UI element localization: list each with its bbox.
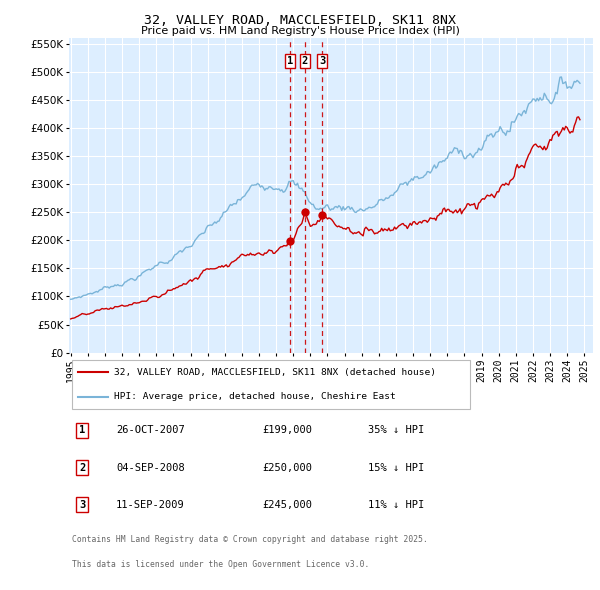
Text: 26-OCT-2007: 26-OCT-2007 [116, 425, 185, 435]
Text: £199,000: £199,000 [263, 425, 313, 435]
Text: 15% ↓ HPI: 15% ↓ HPI [368, 463, 424, 473]
Text: 3: 3 [319, 56, 325, 66]
Text: 11% ↓ HPI: 11% ↓ HPI [368, 500, 424, 510]
Text: 32, VALLEY ROAD, MACCLESFIELD, SK11 8NX (detached house): 32, VALLEY ROAD, MACCLESFIELD, SK11 8NX … [113, 368, 436, 376]
Text: This data is licensed under the Open Government Licence v3.0.: This data is licensed under the Open Gov… [71, 560, 369, 569]
Bar [71, 360, 470, 409]
Text: 1: 1 [287, 56, 293, 66]
Text: 35% ↓ HPI: 35% ↓ HPI [368, 425, 424, 435]
Text: Price paid vs. HM Land Registry's House Price Index (HPI): Price paid vs. HM Land Registry's House … [140, 26, 460, 35]
Text: 2: 2 [302, 56, 308, 66]
Text: £250,000: £250,000 [263, 463, 313, 473]
Text: Contains HM Land Registry data © Crown copyright and database right 2025.: Contains HM Land Registry data © Crown c… [71, 535, 427, 544]
Text: 11-SEP-2009: 11-SEP-2009 [116, 500, 185, 510]
Text: 1: 1 [79, 425, 85, 435]
Text: 32, VALLEY ROAD, MACCLESFIELD, SK11 8NX: 32, VALLEY ROAD, MACCLESFIELD, SK11 8NX [144, 14, 456, 27]
Text: 2: 2 [79, 463, 85, 473]
Text: £245,000: £245,000 [263, 500, 313, 510]
Text: HPI: Average price, detached house, Cheshire East: HPI: Average price, detached house, Ches… [113, 392, 395, 401]
Text: 04-SEP-2008: 04-SEP-2008 [116, 463, 185, 473]
Text: 3: 3 [79, 500, 85, 510]
